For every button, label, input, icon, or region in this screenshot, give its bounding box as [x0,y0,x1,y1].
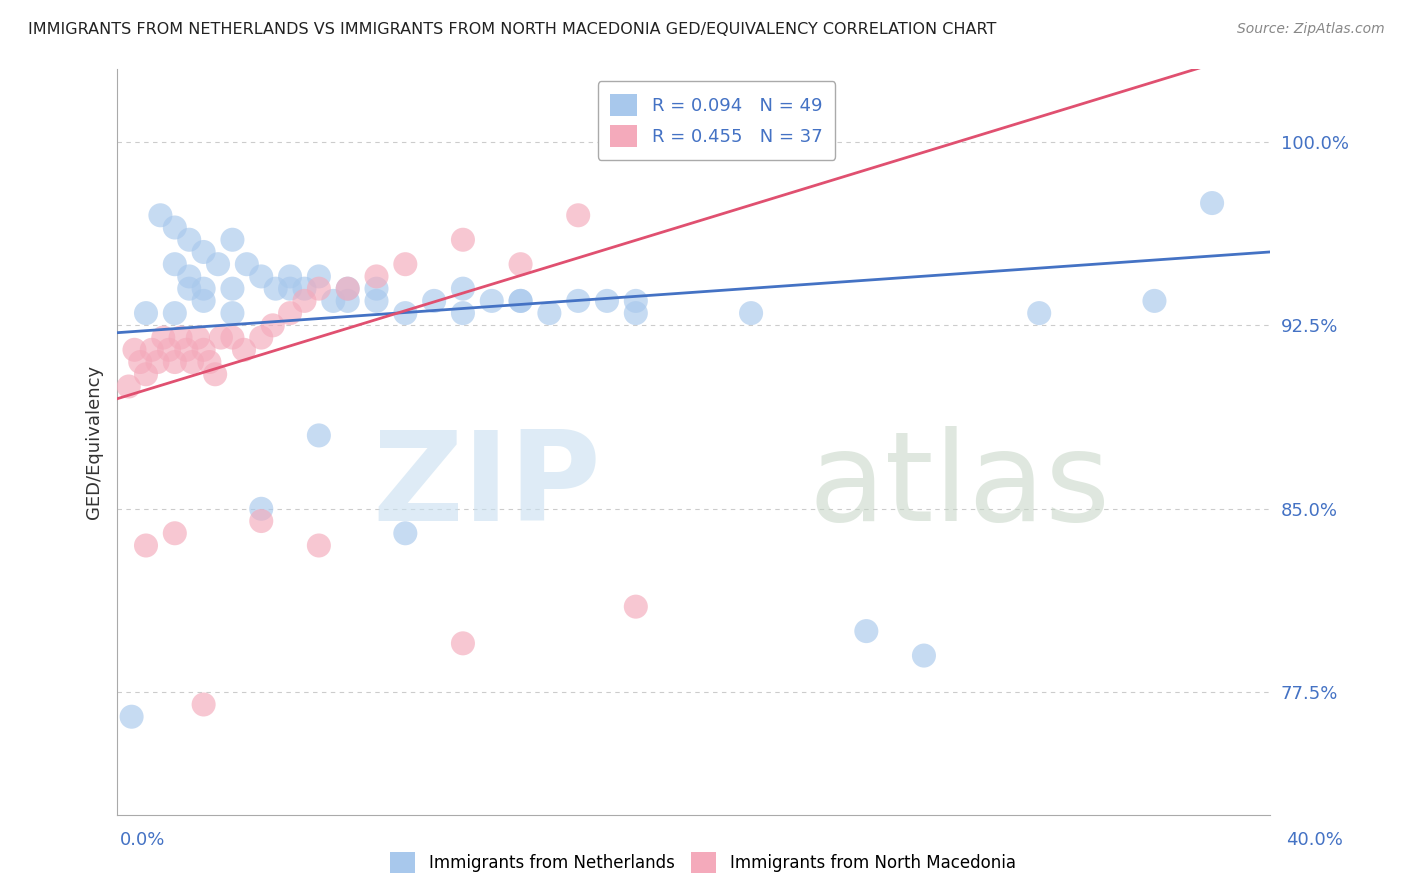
Legend: Immigrants from Netherlands, Immigrants from North Macedonia: Immigrants from Netherlands, Immigrants … [384,846,1022,880]
Text: IMMIGRANTS FROM NETHERLANDS VS IMMIGRANTS FROM NORTH MACEDONIA GED/EQUIVALENCY C: IMMIGRANTS FROM NETHERLANDS VS IMMIGRANT… [28,22,997,37]
Point [366,282,388,296]
Point [509,257,531,271]
Point [193,244,215,259]
Point [221,233,243,247]
Point [538,306,561,320]
Point [135,539,157,553]
Point [262,318,284,333]
Point [740,306,762,320]
Point [366,269,388,284]
Point [567,293,589,308]
Point [157,343,180,357]
Point [912,648,935,663]
Point [209,330,232,344]
Point [179,282,201,296]
Point [250,514,273,528]
Point [221,306,243,320]
Point [221,330,243,344]
Point [207,257,229,271]
Text: atlas: atlas [808,425,1111,547]
Point [509,293,531,308]
Point [169,330,191,344]
Legend: R = 0.094   N = 49, R = 0.455   N = 37: R = 0.094 N = 49, R = 0.455 N = 37 [598,81,835,160]
Point [250,269,273,284]
Text: 40.0%: 40.0% [1286,831,1343,849]
Point [336,293,359,308]
Point [278,306,301,320]
Point [193,282,215,296]
Point [250,501,273,516]
Text: 0.0%: 0.0% [120,831,165,849]
Point [1028,306,1050,320]
Point [451,306,474,320]
Point [179,269,201,284]
Point [278,269,301,284]
Point [624,306,647,320]
Point [308,269,330,284]
Point [135,368,157,382]
Point [394,257,416,271]
Point [198,355,221,369]
Y-axis label: GED/Equivalency: GED/Equivalency [86,365,103,518]
Point [204,368,226,382]
Point [236,257,259,271]
Point [336,282,359,296]
Point [855,624,877,639]
Point [336,282,359,296]
Point [509,293,531,308]
Point [163,220,186,235]
Point [187,330,209,344]
Point [193,343,215,357]
Point [394,306,416,320]
Point [129,355,152,369]
Point [193,293,215,308]
Point [423,293,446,308]
Point [163,355,186,369]
Point [624,599,647,614]
Point [135,306,157,320]
Point [163,257,186,271]
Point [451,233,474,247]
Point [233,343,256,357]
Point [308,539,330,553]
Point [149,208,172,222]
Point [278,282,301,296]
Point [567,208,589,222]
Point [121,709,143,723]
Point [294,293,316,308]
Point [308,282,330,296]
Point [124,343,146,357]
Point [394,526,416,541]
Point [163,526,186,541]
Text: Source: ZipAtlas.com: Source: ZipAtlas.com [1237,22,1385,37]
Text: ZIP: ZIP [373,425,602,547]
Point [1143,293,1166,308]
Point [179,233,201,247]
Point [193,698,215,712]
Point [451,636,474,650]
Point [141,343,163,357]
Point [294,282,316,296]
Point [152,330,174,344]
Point [322,293,344,308]
Point [118,379,141,393]
Point [308,428,330,442]
Point [481,293,503,308]
Point [1201,196,1223,211]
Point [250,330,273,344]
Point [163,306,186,320]
Point [176,343,198,357]
Point [451,282,474,296]
Point [366,293,388,308]
Point [146,355,169,369]
Point [624,293,647,308]
Point [181,355,204,369]
Point [221,282,243,296]
Point [264,282,287,296]
Point [596,293,619,308]
